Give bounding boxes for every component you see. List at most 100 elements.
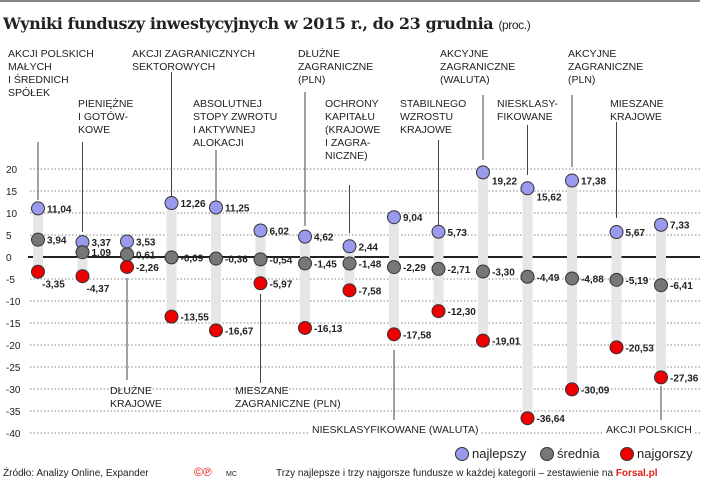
dot-worst [342, 283, 357, 298]
dot-worst [31, 264, 45, 279]
value-label-average: -5,19 [626, 276, 649, 287]
value-label-average: -1,48 [359, 260, 382, 271]
y-tick-label: 15 [6, 187, 18, 198]
legend-label: najlepszy [472, 446, 527, 461]
category-label: DŁUŻNE ZAGRANICZNE (PLN) [298, 48, 373, 87]
category-label-line: STOPY ZWROTU [193, 111, 278, 123]
category-label-line: ZAGRANICZNE [568, 61, 644, 73]
dot-best [298, 229, 312, 244]
value-label-best: 6,02 [270, 227, 290, 238]
value-label-best: 19,22 [492, 176, 517, 187]
range-bar [478, 172, 488, 341]
y-tick-label: -10 [6, 297, 21, 308]
value-label-average: -2,71 [448, 265, 471, 276]
category-label-line: AKCJI ZAGRANICZNYCH [132, 48, 256, 60]
value-label-average: -0,54 [270, 255, 293, 266]
dot-worst [520, 411, 535, 426]
range-bar [211, 207, 221, 331]
dot-average [31, 232, 45, 247]
category-label-line: KAPITAŁU [325, 111, 375, 123]
category-label-line: PIENIĘŻNE [78, 98, 134, 110]
dot-worst [609, 340, 624, 355]
category-label: NIESKLASY- FIKOWANE [497, 98, 558, 124]
category-label-line: ALOKACJI [193, 137, 244, 149]
y-tick-label: -40 [6, 429, 21, 440]
category-label-line: I GOTÓW- [78, 111, 128, 123]
dot-average [209, 251, 223, 266]
category-label: DŁUŻNE KRAJOWE [110, 385, 162, 411]
dot-best [31, 201, 45, 216]
legend-label: najgorszy [637, 446, 693, 461]
category-label: PIENIĘŻNE I GOTÓW- KOWE [78, 98, 133, 137]
y-tick-label: -25 [6, 363, 21, 374]
dot-worst [120, 259, 134, 274]
category-label-line: MIESZANE [610, 98, 664, 110]
footer-note: Trzy najlepsze i trzy najgorsze fundusze… [276, 468, 658, 479]
category-label-line: KOWE [78, 124, 111, 136]
value-label-worst: -30,09 [581, 385, 610, 396]
range-bar [656, 224, 666, 378]
category-label-line: AKCYJNE [440, 48, 489, 60]
dot-best [476, 165, 490, 180]
dot-worst [75, 269, 90, 284]
dot-best [120, 234, 134, 249]
value-label-worst: -16,13 [314, 324, 343, 335]
value-label-worst: -3,35 [42, 280, 65, 291]
value-label-best: 5,73 [448, 228, 468, 239]
y-tick-label: -5 [6, 275, 15, 286]
value-label-worst: -12,30 [448, 307, 477, 318]
dot-best [654, 217, 668, 232]
value-label-average: -4,88 [581, 274, 604, 285]
category-label-line: KRAJOWE [610, 111, 662, 123]
category-label-line: STABILNEGO [400, 98, 467, 110]
range-bar [611, 232, 622, 348]
category-label-line: ABSOLUTNEJ [193, 98, 262, 110]
category-label-line: SEKTOROWYCH [132, 61, 216, 73]
copyright-icon: ©℗ [194, 465, 212, 479]
dot-worst [253, 276, 268, 291]
value-label-average: -3,30 [492, 268, 515, 279]
dot-best [209, 200, 223, 215]
value-label-best: 3,53 [136, 237, 156, 248]
dot-average [298, 256, 312, 271]
dot-average [609, 272, 624, 287]
value-label-average: -6,41 [670, 281, 693, 292]
y-tick-label: -30 [6, 385, 21, 396]
author-initials: MC [226, 471, 237, 478]
dot-average [75, 245, 90, 260]
dot-worst [565, 382, 579, 397]
value-label-worst: -19,01 [492, 337, 521, 348]
dot-worst [387, 327, 401, 342]
value-label-best: 2,44 [359, 242, 379, 253]
value-label-best: 5,67 [626, 228, 646, 239]
note-text: Trzy najlepsze i trzy najgorsze fundusze… [276, 468, 614, 479]
range-bar [389, 217, 399, 335]
y-tick-label: 5 [6, 231, 12, 242]
y-tick-label: 0 [6, 253, 12, 264]
value-label-average: -1,45 [314, 259, 337, 270]
category-label-line: FIKOWANE [497, 111, 553, 123]
legend-swatch-average [540, 446, 554, 461]
value-label-worst: -7,58 [359, 286, 382, 297]
dot-worst [164, 309, 179, 324]
dot-worst [476, 333, 490, 348]
value-label-best: 11,25 [225, 204, 250, 215]
range-bar [300, 236, 310, 328]
value-label-best: 12,26 [181, 199, 206, 210]
y-tick-label: 20 [6, 165, 18, 176]
dot-average [387, 260, 401, 275]
category-label-line: I ŚREDNICH [8, 74, 69, 86]
category-label: AKCJI POLSKICH MAŁYCH I ŚREDNICH SPÓŁEK [8, 48, 94, 100]
category-label-line: AKCJI POLSKICH [606, 424, 692, 436]
dot-worst [654, 370, 668, 385]
dot-average [253, 252, 268, 267]
category-label-line: WZROSTU [400, 111, 454, 123]
category-label: NIESKLASYFIKOWANE (WALUTA) [310, 424, 481, 437]
category-label-line: SPÓŁEK [8, 87, 51, 99]
value-label-average: -0,09 [181, 253, 204, 264]
brand-link[interactable]: Forsal.pl [615, 468, 658, 479]
unit-text: (proc.) [498, 18, 531, 32]
dot-average [120, 247, 134, 262]
category-label: STABILNEGO WZROSTU KRAJOWE [400, 98, 466, 137]
